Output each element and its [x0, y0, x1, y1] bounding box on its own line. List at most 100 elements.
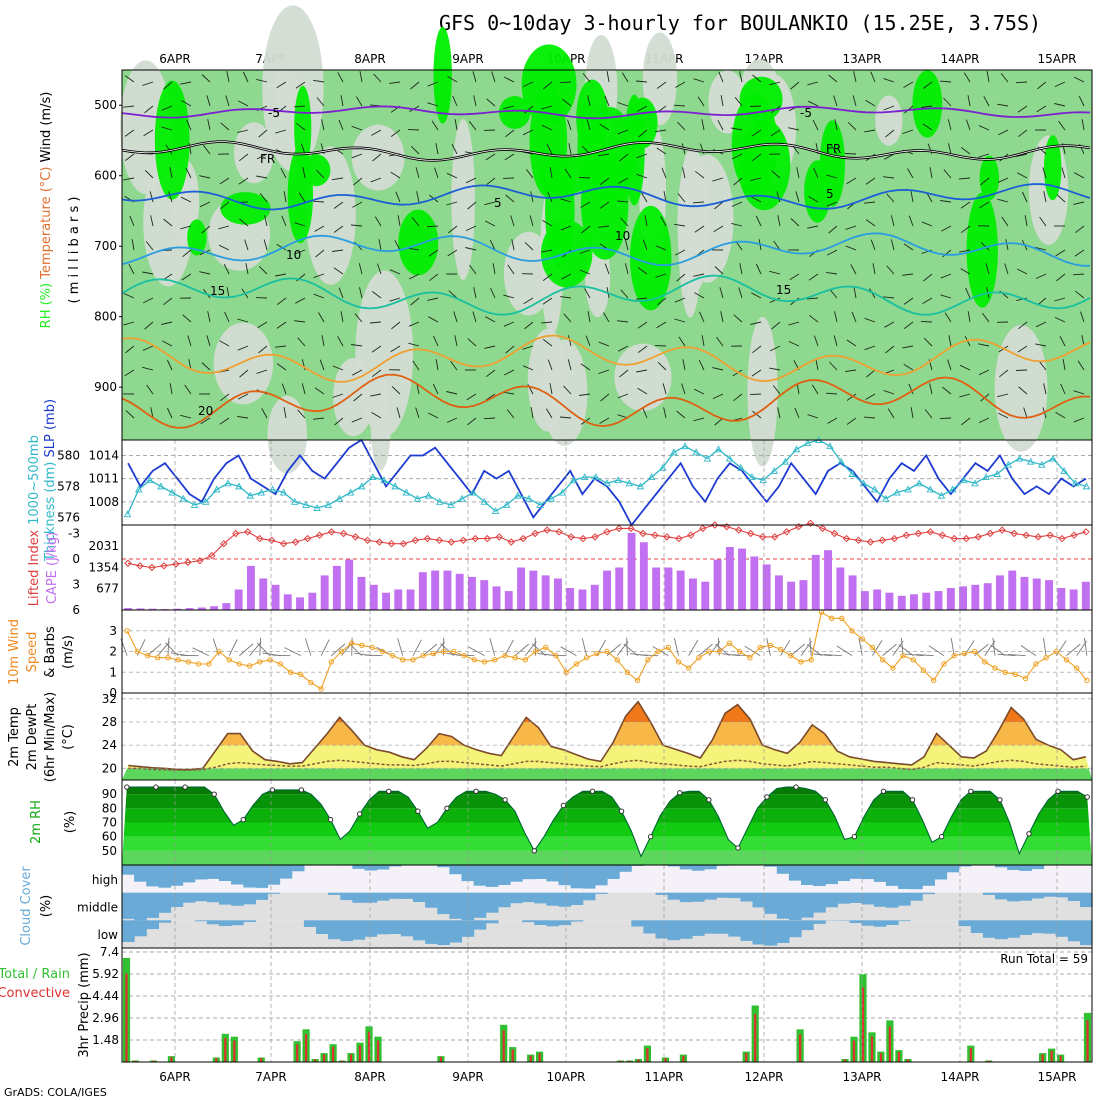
wind-barb	[415, 407, 420, 419]
wind-barb	[238, 100, 249, 107]
cloud-cover-bar	[485, 865, 499, 887]
precip-convective-bar	[349, 1054, 353, 1062]
precip-tick-label: 4.44	[92, 989, 119, 1003]
wind10m-ylabel-2-part: Speed	[25, 632, 40, 673]
cloud-cover-bar	[134, 865, 147, 882]
precip-convective-bar	[646, 1048, 649, 1062]
wind-barb	[1080, 311, 1085, 323]
wind-barb	[313, 273, 325, 279]
wind-barb	[1024, 215, 1028, 227]
wind-barb	[467, 338, 477, 347]
freezing-line-core	[121, 141, 1091, 161]
wind-barb	[922, 297, 933, 304]
wind-barb	[180, 225, 192, 230]
wind-barb	[695, 170, 705, 179]
wind10m-point	[451, 648, 457, 655]
cloud-cover-bar	[752, 892, 766, 908]
lifted-index-point	[794, 522, 803, 531]
cloud-row-bg	[122, 892, 1092, 921]
cloud-cover-bar	[582, 892, 596, 901]
wind10m-barb	[928, 645, 945, 657]
cloud-cover-bar	[861, 865, 875, 880]
wind-barb	[452, 95, 458, 107]
cloud-cover-bar	[534, 865, 547, 879]
wind-barb	[226, 287, 230, 299]
wind-barb	[965, 287, 971, 299]
wind-barb	[562, 98, 572, 107]
wind-barb	[865, 393, 876, 400]
wind-barb	[944, 312, 952, 323]
wind-barb	[490, 287, 496, 299]
thickness-point	[971, 479, 979, 487]
wind-barb	[979, 201, 990, 209]
wind10m-point	[165, 655, 171, 661]
lifted-index-point	[639, 529, 647, 538]
rh2m-point	[502, 797, 508, 803]
wind-barb	[604, 263, 610, 275]
upper-air-ylabel-part: RH (%)	[39, 283, 54, 328]
cloud-cover-bar	[764, 920, 778, 946]
wind10m-point	[502, 652, 508, 659]
wind-barb	[280, 167, 287, 179]
wind-barb	[123, 105, 135, 108]
cloud-cover-bar	[1007, 892, 1020, 902]
wind-barb	[149, 191, 154, 203]
wind-barb	[644, 215, 648, 227]
wind-barb	[638, 129, 648, 138]
cloud-cover-bar	[570, 892, 584, 905]
wind-barb	[902, 345, 914, 349]
thickness-point	[1049, 454, 1057, 462]
cloud-cover-bar	[764, 865, 778, 867]
contour-label: 5	[494, 196, 502, 210]
cape-bar	[148, 608, 157, 610]
pressure-tick-label: 600	[94, 169, 117, 183]
wind-barb	[599, 201, 610, 209]
lifted-index-point	[1022, 531, 1030, 539]
lifted-index-point	[327, 528, 336, 536]
wind10m-point	[328, 659, 334, 665]
cape-tick-label: 677	[96, 582, 119, 596]
wind-barb	[694, 225, 705, 233]
cloud-cover-bar	[861, 892, 875, 905]
wind10m-barb	[990, 644, 1006, 657]
wind10m-point	[195, 661, 202, 667]
wind-barb	[427, 412, 439, 419]
dewpoint-line	[128, 759, 1086, 771]
cloud-cover-bar	[400, 920, 414, 937]
cloud-cover-bar	[158, 920, 172, 923]
date-label-top: 14APR	[940, 52, 979, 66]
thickness-point	[904, 485, 912, 493]
wind-barb	[808, 196, 819, 203]
date-label-bottom: 11APR	[644, 1070, 683, 1084]
cloud-cover-bar	[388, 920, 402, 934]
wind-barb	[258, 265, 268, 275]
wind10m-point	[1043, 655, 1049, 661]
wind-barb	[1021, 191, 1028, 203]
lifted-index-point	[974, 533, 982, 541]
wind-barb	[370, 393, 382, 397]
wind10m-point	[1033, 661, 1039, 667]
wind-barb	[978, 343, 990, 347]
wind-barb	[884, 153, 895, 160]
wind-barb	[788, 341, 800, 347]
cape-bar	[504, 591, 513, 610]
wind-barb	[959, 249, 971, 253]
wind-barb	[1035, 273, 1047, 279]
wind-barb	[283, 191, 287, 203]
wind-barb	[1060, 383, 1066, 395]
thickness-point	[1060, 466, 1068, 474]
wind-barb	[624, 239, 629, 251]
wind-barb	[940, 294, 952, 299]
rh2m-point	[822, 797, 828, 803]
wind-barb	[681, 383, 686, 395]
wind-barb	[505, 194, 515, 203]
cloud-cover-bar	[691, 892, 705, 902]
rh2m-point	[473, 788, 479, 794]
panel-border	[121, 439, 1093, 526]
wind-barb	[124, 153, 135, 161]
wind-barb	[547, 359, 553, 371]
cloud-ylabel-2-part: (%)	[39, 895, 54, 918]
rh2m-point	[968, 788, 974, 794]
thickness-point	[1015, 454, 1024, 462]
wind10m-point	[338, 648, 345, 655]
